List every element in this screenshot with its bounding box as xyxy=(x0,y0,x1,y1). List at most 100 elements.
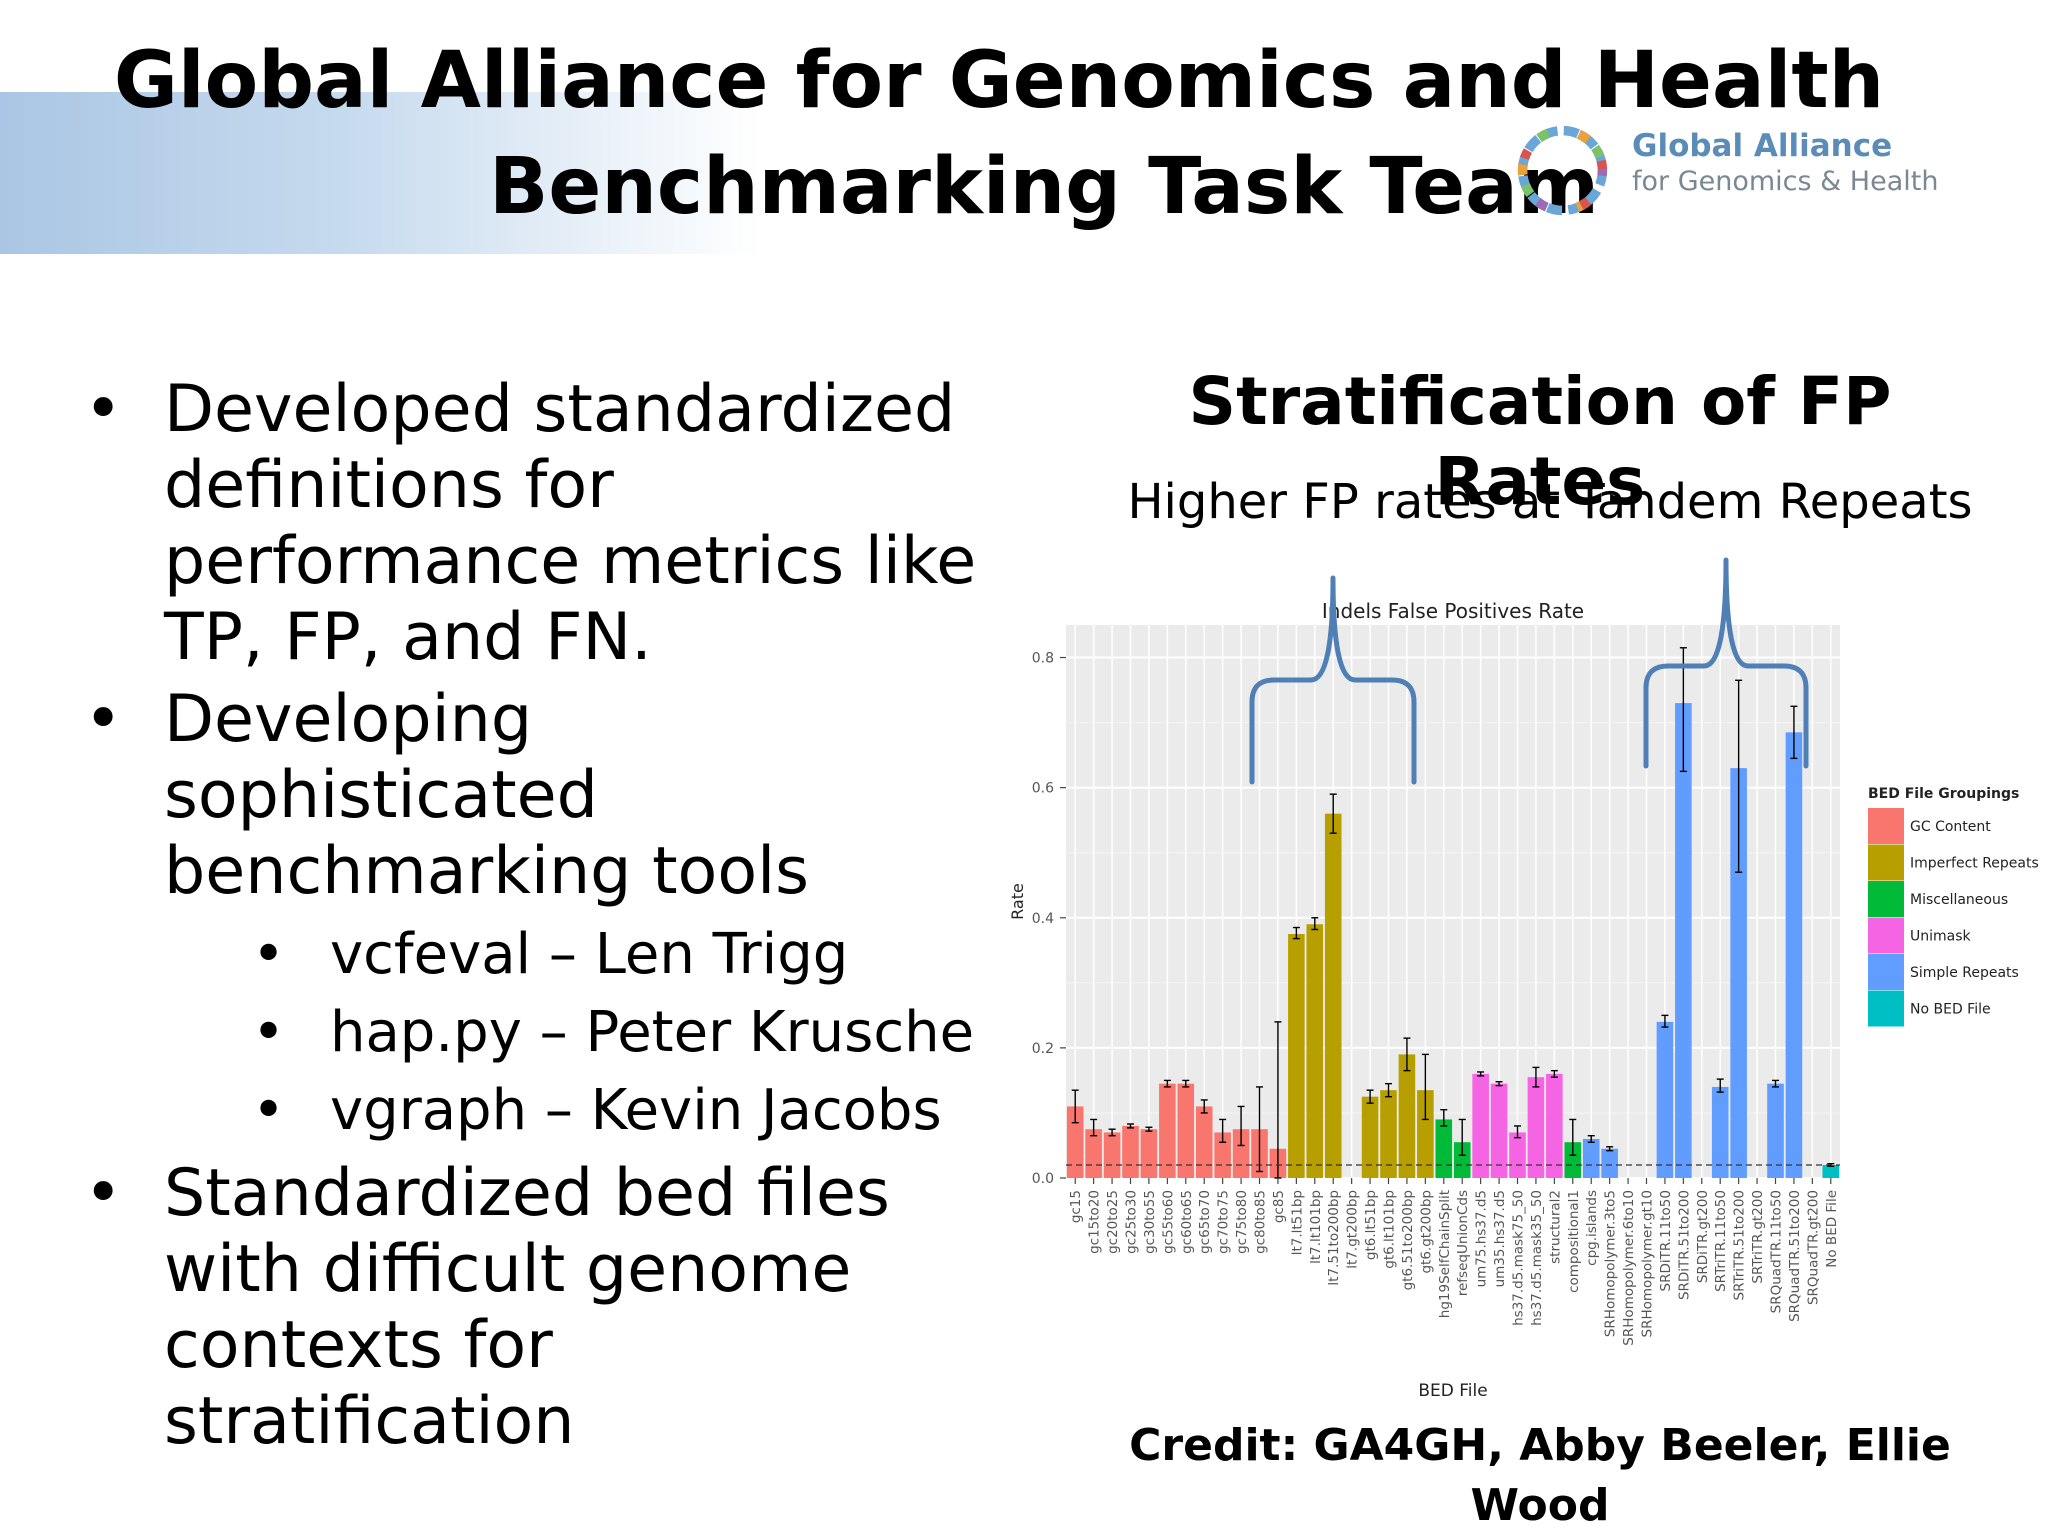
x-tick-label: um75.hs37.d5 xyxy=(1474,1190,1490,1287)
error-bar xyxy=(1090,1118,1098,1137)
bar-SRTriTR.51to200 xyxy=(1730,768,1747,1178)
bar-gt6.gt200bp xyxy=(1417,1090,1434,1178)
x-tick-label: gc55to60 xyxy=(1160,1190,1176,1254)
bar-hs37.d5.mask35_50 xyxy=(1527,1077,1545,1178)
x-tick-label: gc25to30 xyxy=(1124,1190,1140,1254)
bar-gt6.51to200bp xyxy=(1398,1054,1416,1178)
annotation-braces xyxy=(1249,557,1809,785)
x-tick-label: gt6.lt51bp xyxy=(1363,1190,1379,1260)
x-tick-label: hg19SelfChainSplit xyxy=(1437,1190,1453,1318)
error-bar xyxy=(1495,1081,1503,1087)
chart-legend: BED File Groupings GC Content Imperfect R… xyxy=(1868,786,2039,1027)
x-axis-label: BED File xyxy=(1418,1381,1487,1401)
bar-SRDiTR.51to200 xyxy=(1675,703,1692,1178)
ga4gh-logo-icon xyxy=(1517,125,1608,216)
error-bar xyxy=(1514,1125,1521,1139)
slide-title-line2: Benchmarking Task Team xyxy=(488,142,1600,232)
x-tick-label: gc15 xyxy=(1068,1190,1084,1223)
y-tick-label: 0.8 xyxy=(1032,651,1054,667)
header-gradient-band xyxy=(0,92,760,254)
error-bar xyxy=(1532,1066,1540,1088)
bar-lt7.lt101bp xyxy=(1306,924,1324,1178)
error-bar xyxy=(1329,793,1337,834)
x-tick-label: hs37.d5.mask75_50 xyxy=(1511,1190,1527,1326)
sub-bullet-text: vgraph – Kevin Jacobs xyxy=(330,1078,942,1143)
bullet-list: • Developed standardized definitions for … xyxy=(82,372,982,1466)
bar-gc25to30 xyxy=(1122,1125,1139,1178)
x-tick-label: lt7.lt51bp xyxy=(1289,1190,1305,1255)
x-tick-label: SRTriTR.51to200 xyxy=(1732,1190,1748,1300)
error-bar xyxy=(1292,926,1300,940)
sub-bullet-text: hap.py – Peter Krusche xyxy=(330,1000,975,1065)
error-bar xyxy=(1385,1082,1392,1098)
y-tick-label: 0.0 xyxy=(1032,1171,1054,1187)
sub-bullet-text: vcfeval – Len Trigg xyxy=(330,922,849,987)
x-tick-label: lt7.gt200bp xyxy=(1345,1190,1361,1269)
error-bar xyxy=(1311,917,1319,931)
bar-gc15 xyxy=(1066,1106,1084,1178)
error-bar xyxy=(1569,1118,1577,1156)
x-tick-label: gc80to85 xyxy=(1253,1190,1269,1254)
x-tick-label: gc70to75 xyxy=(1216,1190,1232,1254)
bar-gc30to55 xyxy=(1140,1129,1158,1178)
error-bar xyxy=(1606,1146,1614,1152)
x-tick-label: SRHomopolymer.gt10 xyxy=(1640,1190,1656,1337)
bar-cpg.islands xyxy=(1582,1138,1600,1178)
bar-compositional1 xyxy=(1564,1142,1582,1178)
error-bar xyxy=(1200,1099,1208,1114)
bar-hg19SelfChainSplit xyxy=(1435,1119,1453,1178)
bar-lt7.51to200bp xyxy=(1324,813,1342,1178)
chart-heading: Stratification of FP Rates xyxy=(1188,363,1892,520)
error-bar xyxy=(1772,1079,1779,1088)
bullet-glyph: • xyxy=(252,922,286,987)
error-bar xyxy=(1587,1135,1595,1143)
legend-key xyxy=(1868,917,1904,954)
bullet-glyph: • xyxy=(252,1000,286,1065)
error-bar xyxy=(1071,1089,1079,1124)
bar-refseqUnionCds xyxy=(1453,1142,1471,1178)
bullet-glyph: • xyxy=(84,682,123,757)
chart-bars xyxy=(1066,703,1840,1178)
x-tick-label: gc60to65 xyxy=(1179,1190,1195,1254)
bar-SRQuadTR.11to50 xyxy=(1767,1083,1784,1178)
error-bar xyxy=(1735,679,1743,873)
bullet-text: Standardized bed files with difficult ge… xyxy=(164,1156,890,1459)
bar-um75.hs37.d5 xyxy=(1472,1073,1489,1178)
x-tick-label: SRDiTR.51to200 xyxy=(1676,1190,1692,1300)
legend-label: Imperfect Repeats xyxy=(1910,856,2039,872)
error-bar xyxy=(1145,1126,1153,1132)
bar-gt6.lt101bp xyxy=(1380,1090,1397,1178)
bar-hs37.d5.mask75_50 xyxy=(1509,1132,1526,1178)
bullet-item: • Developed standardized definitions for … xyxy=(82,372,982,676)
logo-line1: Global Alliance xyxy=(1632,128,1893,164)
legend-key xyxy=(1868,881,1904,917)
error-bar xyxy=(1127,1123,1134,1129)
legend-label: Unimask xyxy=(1910,929,1972,945)
x-tick-label: gc20to25 xyxy=(1105,1190,1121,1254)
x-tick-label: SRTriTR.gt200 xyxy=(1750,1190,1766,1284)
bullet-glyph: • xyxy=(84,372,123,447)
y-axis-label: Rate xyxy=(1008,883,1027,920)
x-tick-label: cpg.islands xyxy=(1584,1190,1600,1266)
curly-brace-annotation xyxy=(1643,557,1809,769)
x-tick-label: SRDiTR.gt200 xyxy=(1695,1190,1711,1283)
error-bar xyxy=(1790,705,1798,760)
x-tick-label: gc30to55 xyxy=(1142,1190,1158,1254)
bar-SRQuadTR.51to200 xyxy=(1785,732,1803,1178)
x-tick-label: SRQuadTR.11to50 xyxy=(1769,1190,1785,1313)
legend-key xyxy=(1868,990,1904,1027)
x-tick-label: hs37.d5.mask35_50 xyxy=(1529,1190,1545,1326)
x-tick-label: SRQuadTR.51to200 xyxy=(1787,1190,1803,1322)
curly-brace-annotation xyxy=(1249,575,1417,785)
legend-key xyxy=(1868,844,1904,881)
bar-um35.hs37.d5 xyxy=(1490,1083,1508,1178)
error-bar xyxy=(1716,1078,1724,1093)
legend-label: GC Content xyxy=(1910,819,1991,835)
credit-line: Credit: GA4GH, Abby Beeler, Ellie Wood xyxy=(1129,1420,1951,1531)
legend-title: BED File Groupings xyxy=(1868,786,2019,802)
bar-gc65to70 xyxy=(1195,1106,1213,1178)
x-tick-label: gc65to70 xyxy=(1197,1190,1213,1254)
bullet-text: Developed standardized definitions for p… xyxy=(164,372,977,675)
bar-SRDiTR.11to50 xyxy=(1656,1021,1674,1178)
